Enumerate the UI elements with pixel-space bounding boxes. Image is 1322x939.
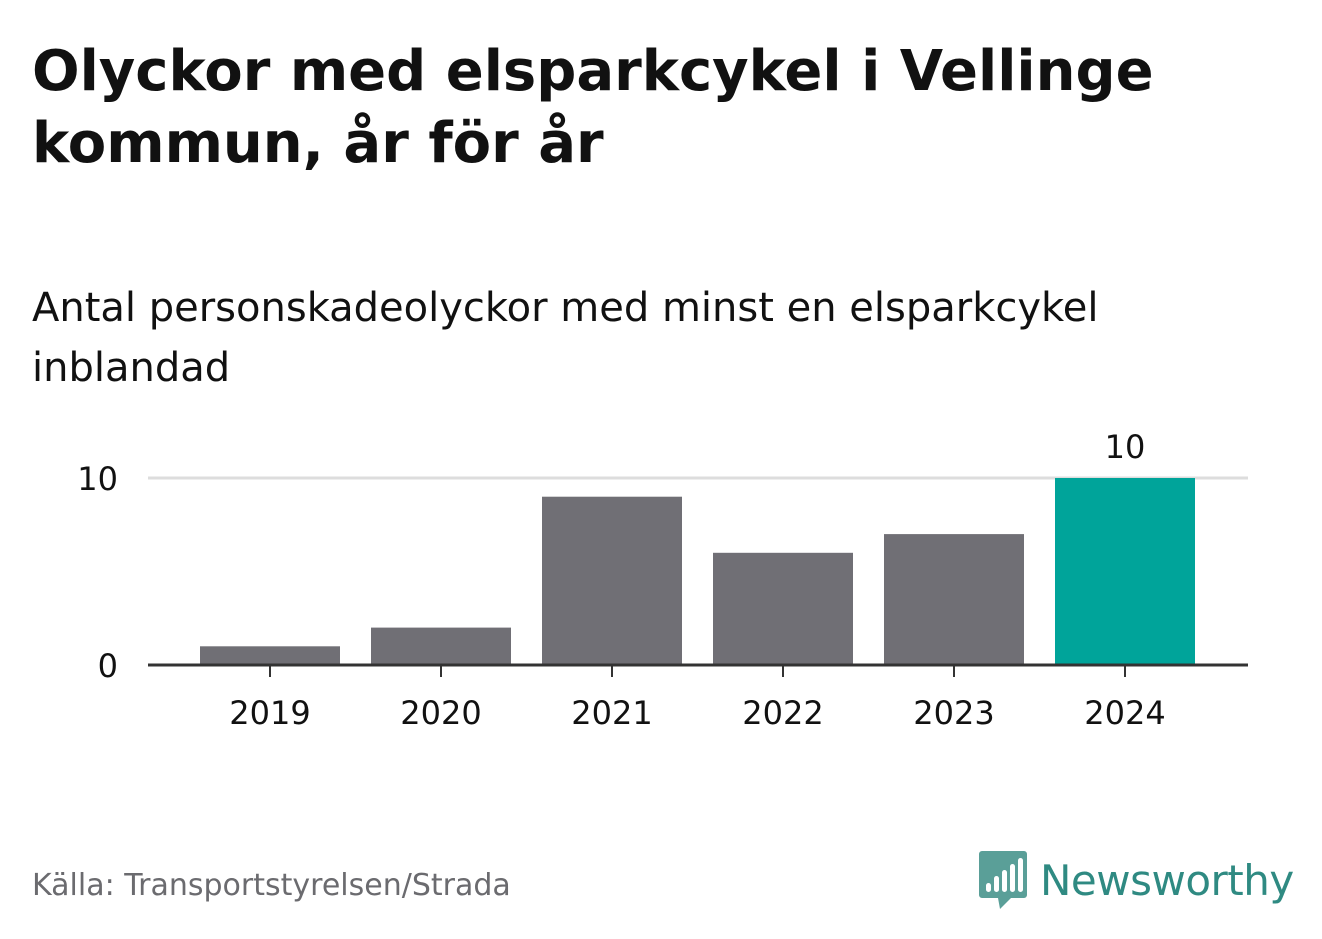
bar-2022: [713, 552, 853, 665]
x-tick-label: 2019: [229, 694, 310, 732]
y-tick-label: 10: [77, 460, 118, 498]
x-tick-label: 2024: [1084, 694, 1165, 732]
bar-2024: [1055, 478, 1195, 665]
chart-subtitle: Antal personskadeolyckor med minst en el…: [32, 285, 1099, 391]
chart-title: Olyckor med elsparkcykel i Vellinge komm…: [32, 39, 1154, 176]
bar-chart: 0 10 2019 2020 2021 2022 2023 2024 10: [77, 428, 1248, 732]
bar-2021: [542, 496, 682, 665]
bar-2023: [884, 534, 1024, 665]
x-tick-label: 2023: [913, 694, 994, 732]
bar-2019: [200, 646, 340, 665]
brand-logo: Newsworthy: [978, 848, 1294, 912]
newsworthy-logo-icon: [979, 851, 1027, 909]
x-tick-label: 2022: [742, 694, 823, 732]
data-label: 10: [1105, 428, 1146, 466]
y-tick-label: 0: [98, 647, 118, 685]
bar-2020: [371, 627, 511, 665]
brand-name: Newsworthy: [1040, 855, 1294, 905]
source-note: Källa: Transportstyrelsen/Strada: [32, 868, 511, 903]
x-tick-label: 2020: [400, 694, 481, 732]
x-tick-label: 2021: [571, 694, 652, 732]
